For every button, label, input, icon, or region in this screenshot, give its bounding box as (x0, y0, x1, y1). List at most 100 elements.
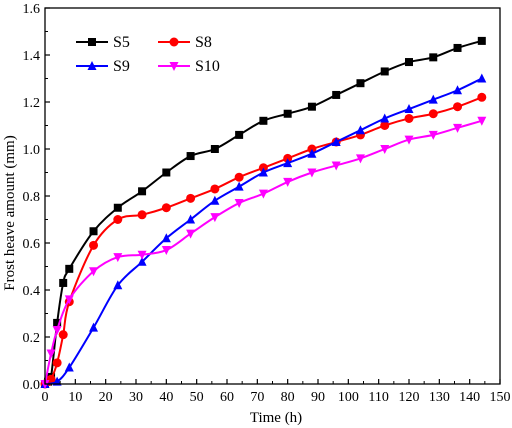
series-s10-line (44, 119, 483, 385)
series-s5-point (53, 318, 62, 327)
legend-label: S10 (195, 58, 220, 75)
legend-item-s9: S9 (76, 58, 130, 75)
series-s9-point (380, 113, 390, 123)
x-tick-label: 100 (338, 390, 359, 405)
series-s8-point (477, 92, 487, 102)
legend-marker (169, 62, 179, 71)
series-s9-point (161, 233, 171, 243)
x-tick-label: 20 (99, 390, 113, 405)
series-s5-point (59, 278, 68, 287)
series-s10-point (161, 246, 171, 256)
series-s10-point (355, 154, 365, 164)
series-s9-point (331, 136, 341, 146)
legend-label: S5 (113, 34, 130, 51)
series-s8-point (453, 102, 463, 112)
series-s5-point (259, 116, 268, 125)
series-s8-point (89, 240, 99, 250)
series-s10-point (307, 168, 317, 178)
x-tick-label: 60 (220, 390, 234, 405)
series-s9-point (453, 85, 463, 95)
series-s8-point (380, 121, 390, 130)
series-s10-point (258, 189, 268, 199)
series-s8-point (404, 113, 414, 123)
legend-marker (87, 61, 97, 70)
series-s8-point (113, 215, 123, 224)
x-tick-label: 80 (281, 390, 295, 405)
y-tick-label: 0.0 (23, 378, 41, 393)
series-s9-point (113, 280, 123, 290)
x-tick-label: 110 (368, 390, 388, 405)
series-s5-point (162, 168, 171, 177)
legend-marker (169, 37, 179, 47)
series-s10-point (137, 250, 147, 260)
series-s9-point (89, 322, 99, 332)
series-s5-point (113, 203, 122, 212)
series-s9-point (307, 148, 317, 158)
y-tick-label: 1.4 (23, 49, 41, 64)
series-s10 (40, 116, 487, 389)
legend-item-s8: S8 (158, 34, 212, 51)
x-tick-label: 90 (311, 390, 325, 405)
series-s10-point (331, 161, 341, 171)
x-tick-label: 70 (250, 390, 264, 405)
series-s10-point (477, 116, 487, 126)
series-s9-point (404, 104, 414, 114)
series-s10-point (89, 267, 99, 277)
y-tick-label: 0.4 (23, 284, 41, 299)
x-tick-label: 140 (459, 390, 480, 405)
series-s9-point (64, 362, 74, 372)
series-s9 (40, 73, 487, 388)
series-s10-point (64, 295, 74, 305)
series-s5-point (453, 43, 462, 52)
y-tick-label: 1.2 (23, 96, 41, 111)
series-s10-point (283, 177, 293, 187)
series-s9-point (137, 256, 147, 266)
series-s8-point (234, 172, 244, 182)
x-tick-label: 130 (429, 390, 450, 405)
series-s9-point (186, 214, 196, 224)
series-s8-point (428, 109, 438, 119)
series-s10-point (46, 349, 56, 359)
x-tick-label: 10 (68, 390, 82, 405)
series-s8-point (52, 358, 62, 368)
series-s5-point (186, 152, 195, 161)
y-tick-label: 0.2 (23, 331, 41, 346)
series-s10-point (380, 145, 390, 154)
legend-label: S9 (113, 58, 130, 75)
series-s5-point (380, 67, 389, 76)
series-s10-point (428, 130, 438, 140)
plot-area (40, 36, 487, 389)
series-s10-point (234, 199, 244, 209)
series-s8-point (58, 330, 68, 340)
series-s9-point (258, 167, 268, 177)
series-s5-point (332, 90, 341, 99)
y-tick-label: 0.8 (23, 190, 41, 205)
series-s9-point (428, 94, 438, 104)
axes: 0 10 20 30 40 50 60 70 80 90 100 110 120 130 140 150 0.0… (23, 2, 511, 405)
x-tick-label: 30 (129, 390, 143, 405)
series-s5-point (89, 227, 98, 236)
x-tick-label: 0 (42, 390, 49, 405)
series-s10-point (186, 229, 196, 239)
series-s10-point (210, 213, 220, 223)
y-tick-label: 1.0 (23, 143, 41, 158)
x-tick-label: 120 (399, 390, 420, 405)
legend-label: S8 (195, 34, 212, 51)
series-s5-point (210, 145, 219, 153)
series-s10-point (404, 135, 414, 145)
series-s9-point (477, 73, 487, 83)
series-s5-point (65, 264, 74, 273)
series-s5-point (405, 58, 413, 67)
legend-marker (88, 38, 96, 46)
x-tick-label: 150 (490, 390, 511, 405)
y-tick-label: 1.6 (23, 2, 41, 17)
series-s9-point (283, 158, 293, 168)
series-s10-point (52, 325, 62, 335)
series-s8-point (46, 374, 56, 384)
series-s5-point (356, 79, 365, 88)
series-s8-point (161, 203, 171, 213)
series-s5-point (307, 102, 316, 111)
y-tick-label: 0.6 (23, 237, 41, 252)
series-s9-point (234, 181, 244, 191)
series-s5-point (477, 36, 486, 45)
